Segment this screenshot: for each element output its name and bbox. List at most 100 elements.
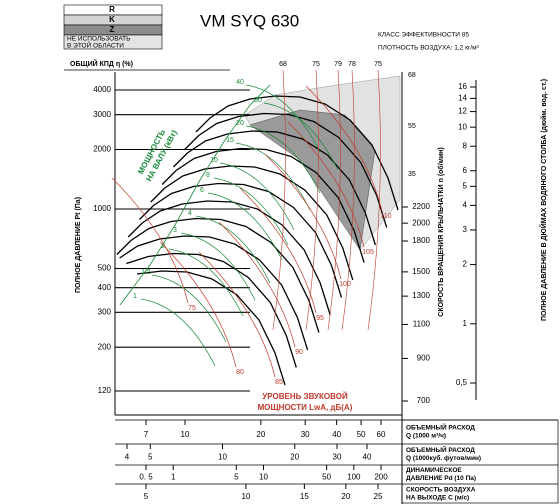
- sound-label: МОЩНОСТИ LwA, дБ(А): [258, 403, 353, 412]
- inch-tick-label: 6: [463, 166, 468, 175]
- title: VM SYQ 630: [200, 11, 299, 30]
- sound-label: УРОВЕНЬ ЗВУКОВОЙ: [262, 392, 348, 401]
- rpm-tick-label: 2000: [412, 218, 430, 227]
- scale-tick-label: 7: [144, 430, 149, 439]
- curves: [111, 69, 399, 392]
- y-tick-label: 4000: [93, 85, 111, 94]
- scale-label: Q (1000куб. футов/мин): [406, 454, 481, 462]
- y-tick-label: 500: [98, 264, 112, 273]
- scale-tick-label: 20: [256, 430, 265, 439]
- inch-tick-label: 8: [463, 141, 468, 150]
- efficiency-line: [327, 69, 341, 331]
- power-value: 30: [254, 97, 262, 104]
- efficiency-value: 75: [374, 61, 382, 68]
- scale-tick-label: 40: [332, 430, 341, 439]
- inch-tick-label: 12: [458, 107, 467, 116]
- efficiency-value: 35: [408, 171, 416, 178]
- fan-curve: [136, 270, 286, 386]
- sound-value: 75: [188, 305, 196, 312]
- sound-line: [287, 121, 365, 248]
- power-line: [151, 274, 227, 343]
- legend: R K Z НЕ ИСПОЛЬЗОВАТЬ В ЭТОЙ ОБЛАСТИ: [63, 4, 163, 50]
- power-line: [207, 192, 283, 261]
- power-line: [180, 232, 256, 301]
- sound-value: 85: [275, 379, 283, 386]
- efficiency-class: КЛАСС ЭФФЕКТИВНОСТИ 85: [378, 32, 469, 39]
- power-line: [140, 298, 216, 367]
- sound-value: 80: [236, 369, 244, 376]
- fan-curve: [139, 182, 343, 298]
- scale-tick-label: 30: [301, 430, 310, 439]
- rpm-tick-label: 900: [417, 354, 431, 363]
- inch-tick-label: 0,5: [456, 378, 468, 387]
- power-value: 3: [173, 227, 177, 234]
- efficiency-value: 79: [334, 61, 342, 68]
- power-value: 1.5: [141, 269, 151, 276]
- efficiency-value: 68: [408, 72, 416, 79]
- sound-line: [305, 85, 383, 212]
- power-line: [219, 162, 295, 231]
- efficiency-value: 75: [312, 61, 320, 68]
- inch-tick-label: 10: [458, 122, 467, 131]
- power-value: 8: [206, 172, 210, 179]
- inch-tick-label: 1: [463, 319, 468, 328]
- inch-tick-label: 2: [463, 260, 468, 269]
- power-line: [263, 102, 339, 171]
- rpm-axis-label: СКОРОСТЬ ВРАЩЕНИЯ КРЫЛЬЧАТКИ n (об/мин): [437, 147, 445, 316]
- legend-label: В ЭТОЙ ОБЛАСТИ: [67, 41, 124, 50]
- sound-value: 95: [316, 315, 324, 322]
- legend-label: R: [109, 5, 115, 14]
- fan-curve: [161, 147, 365, 263]
- rpm-tick-label: 2200: [412, 202, 430, 211]
- scale-label: ДИНАМИЧЕСКОЕ: [406, 467, 462, 474]
- efficiency-line: [341, 69, 355, 331]
- scale-tick-label: 0. 5: [139, 473, 153, 482]
- scale-tick-label: 5: [144, 492, 149, 501]
- inch-axis-label: ПОЛНОЕ ДАВЛЕНИЕ В ДЮЙМАХ ВОДЯНОГО СТОЛБА…: [539, 79, 548, 321]
- scale-tick-label: 5: [234, 473, 239, 482]
- scale-label: ОБЪЕМНЫЙ РАСХОД: [406, 423, 475, 432]
- scale-tick-label: 50: [357, 430, 366, 439]
- legend-no-use: [63, 34, 163, 50]
- sound-value: 90: [295, 349, 303, 356]
- efficiency-line: [367, 69, 381, 331]
- power-value: 10: [210, 157, 218, 164]
- legend-label: K: [109, 15, 115, 24]
- fan-curve: [150, 165, 354, 281]
- pressure-axis-label: ПОЛНОЕ ДАВЛЕНИЕ Pt (Па): [75, 197, 82, 293]
- y-tick-label: 120: [98, 386, 112, 395]
- power-value: 1: [133, 293, 137, 300]
- scale-label: ОБЪЕМНЫЙ РАСХОД: [406, 445, 475, 454]
- scale-tick-label: 15: [300, 492, 309, 501]
- rpm-tick-label: 1800: [412, 236, 430, 245]
- scale-tick-label: 1: [171, 473, 176, 482]
- scale-tick-label: 10: [218, 453, 227, 462]
- scale-tick-label: 40: [363, 453, 372, 462]
- scale-tick-label: 100: [347, 473, 361, 482]
- fan-curve: [184, 112, 388, 228]
- sound-line: [264, 153, 342, 280]
- inch-tick-label: 14: [458, 94, 467, 103]
- scale-label: НА ВЫХОДЕ C (м/с): [406, 495, 469, 502]
- sound-value: 110: [380, 213, 391, 220]
- efficiency-line: [305, 69, 319, 331]
- power-value: 2: [161, 243, 165, 250]
- scale-tick-label: 20: [290, 453, 299, 462]
- scale-label: Q (1000 м³/ч): [406, 433, 446, 440]
- y-tick-label: 200: [98, 342, 112, 351]
- power-value: 20: [236, 120, 244, 127]
- scale-tick-label: 60: [377, 430, 386, 439]
- stall-line: [119, 84, 271, 306]
- y-tick-label: 1000: [93, 204, 111, 213]
- power-line: [213, 177, 289, 246]
- scale-tick-label: 20: [341, 492, 350, 501]
- power-value: 40: [236, 79, 244, 86]
- efficiency-line: [272, 69, 286, 331]
- fan-curve: [195, 95, 399, 211]
- power-value: 4: [188, 210, 192, 217]
- scale-tick-label: 5: [148, 453, 153, 462]
- fan-curve: [126, 252, 297, 368]
- rpm-tick-label: 1500: [412, 267, 430, 276]
- power-line: [235, 142, 311, 211]
